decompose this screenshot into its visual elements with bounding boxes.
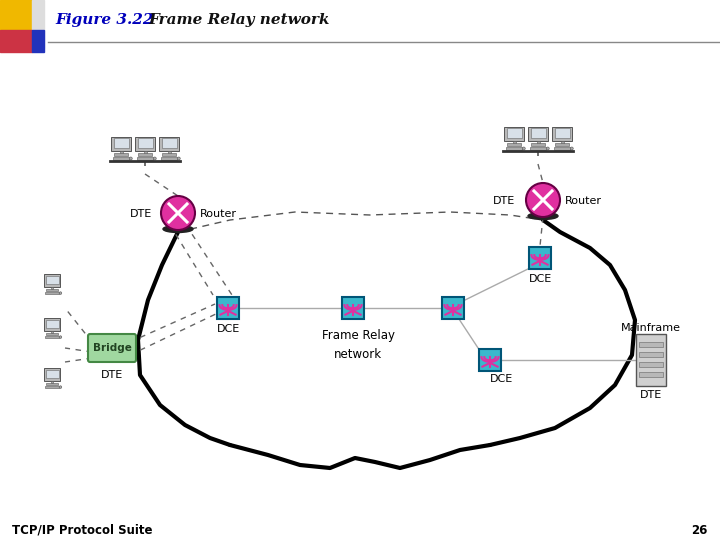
Text: DTE: DTE <box>130 209 152 219</box>
Bar <box>508 143 521 145</box>
Circle shape <box>570 147 573 150</box>
Bar <box>168 151 171 154</box>
Bar <box>636 334 666 386</box>
Circle shape <box>153 157 156 160</box>
Bar <box>45 336 59 339</box>
Circle shape <box>59 292 62 294</box>
Circle shape <box>59 336 62 339</box>
Text: DCE: DCE <box>528 274 552 284</box>
Text: DTE: DTE <box>492 196 515 206</box>
Bar <box>112 137 131 151</box>
Bar <box>162 153 176 156</box>
Text: Router: Router <box>200 209 237 219</box>
Bar <box>32 30 44 52</box>
Bar <box>552 127 572 141</box>
Bar <box>0 30 32 52</box>
Text: DCE: DCE <box>490 374 513 384</box>
Bar <box>113 157 130 160</box>
Ellipse shape <box>163 226 193 233</box>
Circle shape <box>130 157 132 160</box>
Bar <box>43 274 60 287</box>
Bar <box>50 287 53 289</box>
Bar <box>45 275 58 284</box>
Bar <box>639 372 663 377</box>
Bar <box>504 127 523 141</box>
Bar <box>138 153 152 156</box>
Bar <box>45 320 58 328</box>
Text: Figure 3.22: Figure 3.22 <box>55 13 153 27</box>
Bar <box>120 151 122 154</box>
Bar <box>137 157 153 160</box>
Bar <box>45 386 59 388</box>
Circle shape <box>177 157 180 160</box>
Circle shape <box>546 147 549 150</box>
Circle shape <box>522 147 526 150</box>
Bar <box>217 296 239 319</box>
Bar <box>505 147 522 150</box>
Bar <box>506 128 521 138</box>
Bar <box>513 141 516 144</box>
Bar <box>536 141 539 144</box>
Bar <box>639 352 663 357</box>
Bar <box>639 362 663 367</box>
Bar <box>441 296 464 319</box>
Text: DCE: DCE <box>217 324 240 334</box>
Text: Router: Router <box>565 196 602 206</box>
Bar <box>43 318 60 330</box>
Text: Bridge: Bridge <box>93 343 132 353</box>
Bar <box>161 138 176 148</box>
Bar <box>50 381 53 383</box>
Bar <box>554 128 570 138</box>
Text: Frame Relay network: Frame Relay network <box>148 13 330 27</box>
Bar <box>45 369 58 378</box>
Bar <box>159 137 179 151</box>
FancyBboxPatch shape <box>88 334 136 362</box>
Bar <box>43 368 60 381</box>
Bar <box>32 0 44 48</box>
Bar <box>114 153 127 156</box>
Bar <box>554 147 570 150</box>
Text: TCP/IP Protocol Suite: TCP/IP Protocol Suite <box>12 523 153 537</box>
Bar <box>135 137 155 151</box>
Bar <box>138 138 153 148</box>
Bar <box>143 151 146 154</box>
Bar <box>46 382 58 384</box>
Bar <box>560 141 564 144</box>
Bar <box>45 292 59 294</box>
Text: DTE: DTE <box>101 370 123 380</box>
Bar <box>341 296 364 319</box>
Text: Frame Relay
network: Frame Relay network <box>322 329 395 361</box>
Bar <box>528 247 552 269</box>
Ellipse shape <box>528 213 558 219</box>
Circle shape <box>526 183 560 217</box>
Bar <box>46 333 58 334</box>
Bar <box>50 330 53 333</box>
Bar <box>528 127 548 141</box>
Bar <box>479 349 501 372</box>
Bar <box>531 143 545 145</box>
Bar <box>639 342 663 347</box>
Text: Mainframe: Mainframe <box>621 323 681 333</box>
Bar <box>530 147 546 150</box>
Bar <box>0 0 32 48</box>
Text: DTE: DTE <box>640 390 662 400</box>
Bar <box>161 157 177 160</box>
Text: 26: 26 <box>692 523 708 537</box>
Circle shape <box>59 386 62 388</box>
Bar <box>555 143 569 145</box>
Bar <box>114 138 128 148</box>
Circle shape <box>161 196 195 230</box>
Bar <box>531 128 546 138</box>
Bar <box>46 288 58 291</box>
